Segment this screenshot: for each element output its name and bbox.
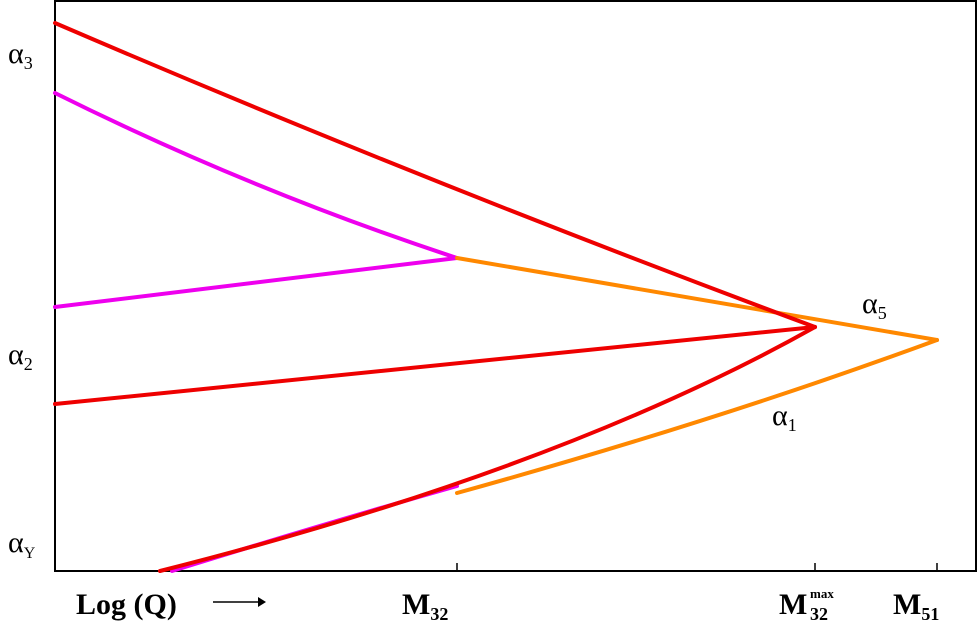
curve-label-alpha1: α1 xyxy=(772,399,797,435)
curves xyxy=(53,21,939,573)
tick-label-m51: M51 xyxy=(893,588,939,624)
tick-label-m32: M32 xyxy=(402,588,448,624)
y-label-alpha2: α2 xyxy=(8,338,33,374)
red-alpha2-line xyxy=(53,325,817,406)
red-alphaY-curve xyxy=(158,325,817,573)
magenta-alpha2-line xyxy=(53,256,459,309)
arrow-right-icon xyxy=(213,597,266,607)
orange-alpha5-line xyxy=(455,256,939,342)
tick-label-m32max: M xyxy=(779,588,807,621)
curve-label-alpha5: α5 xyxy=(862,287,887,323)
y-label-alpha3: α3 xyxy=(8,37,33,73)
plot-frame xyxy=(54,0,977,572)
tick-label-m32max-sup: max xyxy=(810,586,834,601)
magenta-alpha3-curve xyxy=(53,91,459,260)
tick-label-m32max-sub: 32 xyxy=(810,604,828,624)
x-axis-label: Log (Q) xyxy=(76,588,177,621)
red-alpha3-curve xyxy=(53,21,817,329)
y-label-alphaY: αY xyxy=(8,526,36,562)
orange-alpha1-curve xyxy=(455,338,939,495)
